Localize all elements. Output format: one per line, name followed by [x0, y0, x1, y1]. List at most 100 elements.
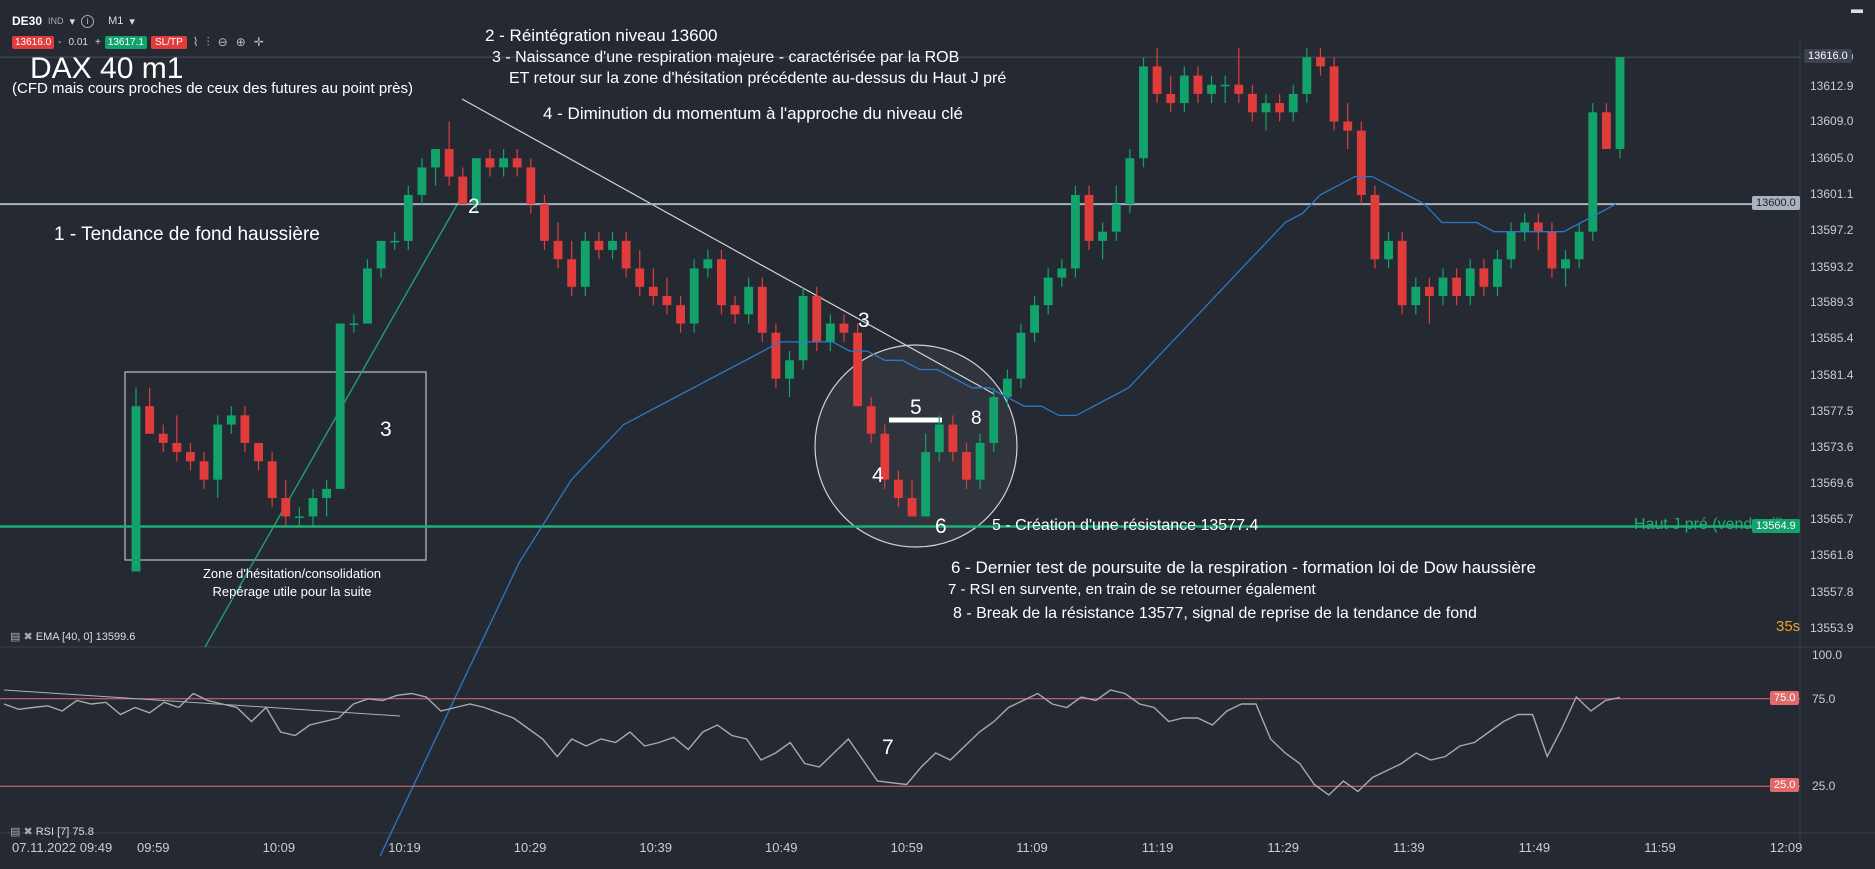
candle-body [1207, 84, 1216, 94]
candle [540, 194, 549, 251]
candle [744, 277, 754, 324]
candle-body [1547, 231, 1557, 269]
minus-icon[interactable]: - [58, 36, 62, 48]
candle [403, 185, 413, 251]
candle-body [485, 158, 495, 168]
candle [934, 415, 944, 462]
candle [1547, 222, 1557, 278]
candle [199, 452, 209, 489]
candle-body [1220, 84, 1230, 87]
indicator-settings-icon[interactable]: ▤ ✖ [10, 826, 33, 838]
window-controls[interactable]: ▬ [1851, 2, 1863, 16]
candle-body [1533, 222, 1543, 232]
timeframe-selector[interactable]: M1 [108, 15, 124, 27]
candle [1438, 268, 1448, 306]
trade-bar: 13616.0 - 0.01 + 13617.1 SL/TP ⌇ ⫶ ⊖ ⊕ ✛ [12, 33, 266, 51]
rsi-75-tag: 75.0 [1770, 690, 1800, 705]
chevron-down-icon[interactable]: ▾ [69, 15, 76, 28]
candle-body [1111, 204, 1121, 232]
zone-label-line2: Repérage utile pour la suite [212, 584, 372, 599]
candle [1424, 277, 1434, 324]
candle-body [866, 406, 876, 434]
candle-body [1125, 158, 1135, 205]
candles [131, 48, 1625, 572]
candle-body [921, 452, 931, 517]
candle-body [199, 461, 209, 480]
candle-body [825, 323, 835, 342]
candle [1084, 185, 1094, 251]
price-tick: 13565.7 [1810, 512, 1854, 527]
time-tick: 11:09 [1016, 840, 1048, 855]
candle-body [744, 286, 754, 315]
rsi-trend-line [3, 689, 401, 717]
indicator-settings-icon[interactable]: ▤ ✖ [10, 631, 33, 643]
marker-8: 8 [971, 408, 982, 429]
haut-j-pre-tag: 13564.9 [1752, 518, 1800, 533]
candle [186, 442, 195, 471]
quantity-field[interactable]: 0.01 [68, 36, 88, 48]
candle [213, 415, 223, 499]
instrument-type: IND [48, 16, 64, 26]
marker-2: 2 [468, 195, 480, 218]
bars-icon[interactable]: ⫶ [206, 34, 210, 49]
candle-body [294, 516, 304, 518]
candle-body [1030, 305, 1039, 333]
sell-button[interactable]: 13616.0 [12, 35, 55, 49]
candle-body [648, 286, 658, 296]
candle-body [757, 286, 767, 333]
line-icon[interactable]: ⌇ [192, 35, 199, 49]
candle [444, 121, 454, 186]
candle-body [567, 259, 577, 287]
candle-body [403, 194, 413, 241]
candle [907, 479, 917, 517]
candle [703, 250, 713, 278]
candle [512, 149, 522, 177]
candle-body [771, 332, 781, 379]
candle-body [1465, 268, 1475, 296]
price-tick: 13561.8 [1810, 547, 1854, 562]
symbol-label[interactable]: DE30 [12, 14, 43, 28]
candle [294, 507, 304, 526]
candle-body [853, 332, 863, 407]
candle-body [240, 415, 250, 443]
candle-body [540, 204, 549, 241]
time-tick: 11:59 [1644, 840, 1676, 855]
candle-body [254, 442, 263, 462]
rsi-25-tag: 25.0 [1770, 778, 1800, 793]
time-tick: 10:09 [262, 840, 296, 855]
candle-countdown: 35s [1776, 618, 1801, 635]
plus-icon[interactable]: + [94, 36, 101, 48]
candle [1275, 93, 1285, 122]
marker-4: 4 [872, 464, 884, 487]
sl-tp-button[interactable]: SL/TP [150, 35, 187, 49]
buy-button[interactable]: 13617.1 [104, 35, 147, 49]
candle-body [798, 295, 808, 361]
info-icon[interactable]: i [81, 14, 95, 28]
chevron-down-icon[interactable]: ▾ [129, 15, 135, 28]
rsi-indicator-label[interactable]: ▤ ✖ RSI [7] 75.8 [10, 825, 94, 838]
candle [962, 442, 971, 489]
candle [281, 479, 291, 526]
crosshair-icon[interactable]: ✛ [253, 35, 264, 49]
annotation-8: 8 - Break de la résistance 13577, signal… [953, 605, 1477, 622]
candle-body [1506, 231, 1516, 260]
candle-body [893, 479, 903, 499]
trend-line-up [204, 195, 463, 648]
candle-body [1179, 75, 1189, 104]
candle-body [1356, 130, 1366, 195]
candle-body [621, 240, 631, 269]
price-tick: 13573.6 [1810, 439, 1854, 454]
time-tick: 10:39 [639, 840, 672, 855]
zoom-in-icon[interactable]: ⊕ [235, 35, 246, 49]
candle-body [1098, 231, 1108, 241]
candle [1615, 57, 1625, 159]
candle [1125, 149, 1135, 214]
candle [1561, 250, 1570, 287]
minimize-icon[interactable]: ▬ [1851, 2, 1863, 16]
ema-indicator-label[interactable]: ▤ ✖ EMA [40, 0] 13599.6 [10, 630, 135, 643]
candle-body [1302, 57, 1312, 94]
price-tick: 13597.2 [1810, 222, 1854, 237]
candle [349, 314, 359, 333]
zoom-out-icon[interactable]: ⊖ [217, 35, 228, 49]
